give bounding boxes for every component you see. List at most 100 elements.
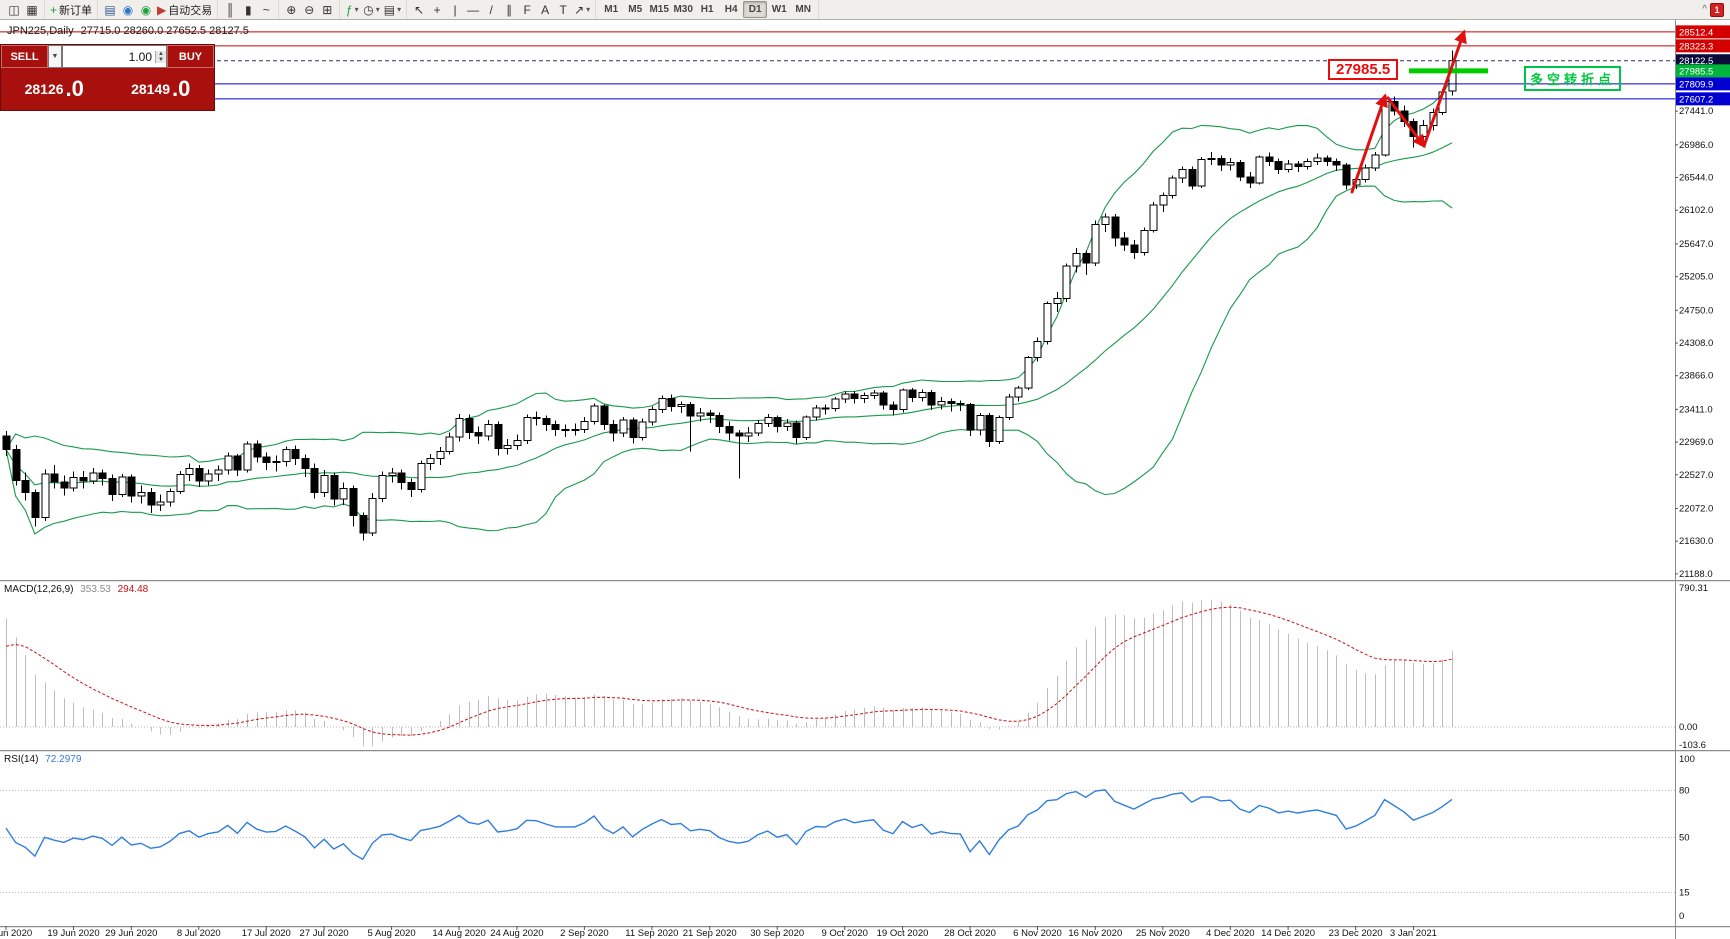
channel-icon[interactable]: ∥	[500, 1, 518, 18]
toolbar-group-order: + 新订单	[45, 0, 99, 19]
timeframe-d1[interactable]: D1	[743, 1, 768, 18]
trendline-icon-glyph: /	[489, 2, 493, 17]
candlestick-icon[interactable]: ▮	[239, 1, 257, 18]
toolbar-group-insert: ƒ ▾ ◷ ▾ ▤ ▾	[340, 0, 408, 19]
turning-point-label[interactable]: 多空转折点	[1524, 66, 1622, 91]
fibonacci-icon-glyph: F	[523, 2, 531, 17]
svg-text:27809.9: 27809.9	[1679, 79, 1713, 90]
price-annotation-box[interactable]: 27985.5	[1328, 59, 1399, 80]
svg-text:28323.3: 28323.3	[1679, 41, 1713, 52]
new-order-button[interactable]: + 新订单	[48, 1, 94, 18]
svg-text:28122.5: 28122.5	[1679, 56, 1713, 67]
arrows-icon-glyph: ↗	[574, 2, 585, 17]
market-watch-icon[interactable]: ▤	[101, 1, 119, 18]
svg-text:23866.0: 23866.0	[1679, 371, 1713, 382]
text-icon[interactable]: A	[536, 1, 554, 18]
buy-price-button[interactable]: 28149 .0	[108, 68, 215, 110]
svg-text:0: 0	[1679, 911, 1684, 922]
periods-icon-glyph: ◷	[363, 2, 374, 17]
timeframe-mn[interactable]: MN	[795, 4, 811, 15]
svg-text:25205.0: 25205.0	[1679, 272, 1713, 283]
timeframe-h1[interactable]: H1	[700, 4, 714, 15]
trendline-icon[interactable]: /	[482, 1, 500, 18]
zoom-out-icon[interactable]: ⊖	[300, 1, 318, 18]
crosshair-icon[interactable]: +	[428, 1, 446, 18]
volume-input[interactable]: 1.00 ▲ ▼	[62, 45, 167, 68]
collapse-toolbar-icon[interactable]: ^	[1702, 4, 1707, 15]
fibonacci-icon[interactable]: F	[518, 1, 536, 18]
new-chart-icon[interactable]: ◫	[5, 1, 23, 18]
svg-text:28512.4: 28512.4	[1679, 27, 1713, 38]
buy-price-pips: .0	[172, 76, 191, 101]
svg-text:27985.5: 27985.5	[1679, 66, 1713, 77]
sell-price-main: 28126	[24, 81, 64, 97]
toolbar-group-zoom: ⊕ ⊖ ⊞	[279, 0, 341, 19]
zoom-out-icon-glyph: ⊖	[304, 2, 315, 17]
chart-profiles-icon[interactable]: ▦	[23, 1, 41, 18]
templates-icon-glyph: ▤	[383, 2, 396, 17]
buy-button[interactable]: BUY	[167, 45, 214, 68]
svg-text:19 Jun 2020: 19 Jun 2020	[47, 928, 99, 939]
notification-badge[interactable]: 1	[1710, 2, 1724, 17]
timeframe-m1[interactable]: M1	[604, 4, 619, 15]
cursor-icon[interactable]: ↖	[410, 1, 428, 18]
svg-text:11 Sep 2020: 11 Sep 2020	[625, 928, 678, 939]
volume-value[interactable]: 1.00	[128, 49, 152, 64]
toolbar-group-drawing-tools: ↖ + | — / ∥ F A T ↗ ▾	[407, 0, 597, 19]
timeframe-h4[interactable]: H4	[724, 4, 738, 15]
volume-steppers[interactable]: ▲ ▼	[155, 50, 166, 63]
trade-panel-price-row: 28126 .0 28149 .0	[1, 68, 214, 110]
zoom-in-icon[interactable]: ⊕	[282, 1, 300, 18]
arrows-icon[interactable]: ↗ ▾	[572, 1, 592, 18]
timeframe-m15[interactable]: M15	[649, 4, 669, 15]
tile-windows-icon-glyph: ⊞	[322, 2, 333, 17]
sell-button[interactable]: SELL	[1, 45, 48, 68]
volume-step-down-icon[interactable]: ▼	[156, 56, 166, 63]
timeframe-m5[interactable]: M5	[628, 4, 643, 15]
timeframe-m30[interactable]: M30	[673, 4, 693, 15]
cursor-icon-glyph: ↖	[414, 2, 425, 17]
svg-text:27607.2: 27607.2	[1679, 94, 1713, 105]
community-icon[interactable]: ◉	[119, 1, 137, 18]
svg-text:24 Aug 2020: 24 Aug 2020	[490, 928, 543, 939]
indicators-icon[interactable]: ƒ ▾	[343, 1, 361, 18]
new-order-glyph: +	[50, 2, 58, 17]
chart-ohlc-values: 27715.0 28260.0 27652.5 28127.5	[80, 25, 249, 37]
svg-text:100: 100	[1679, 754, 1695, 765]
one-click-trading-panel: SELL ▼ 1.00 ▲ ▼ BUY 28126 .0 28149 .0	[0, 44, 215, 111]
label-icon[interactable]: T	[554, 1, 572, 18]
svg-text:26544.0: 26544.0	[1679, 173, 1713, 184]
new-chart-icon-glyph: ◫	[8, 2, 20, 17]
volume-dropdown-icon[interactable]: ▼	[48, 45, 62, 68]
autotrading-glyph: ▶	[157, 2, 167, 17]
candlestick-icon-glyph: ▮	[244, 2, 252, 17]
svg-text:30 Sep 2020: 30 Sep 2020	[750, 928, 804, 939]
horizontal-line-icon[interactable]: —	[464, 1, 482, 18]
dropdown-caret-icon: ▾	[354, 5, 359, 14]
svg-text:5 Aug 2020: 5 Aug 2020	[368, 928, 416, 939]
svg-text:80: 80	[1679, 785, 1690, 796]
periods-icon[interactable]: ◷ ▾	[361, 1, 382, 18]
rsi-indicator-label: RSI(14) 72.2979	[4, 754, 81, 765]
channel-icon-glyph: ∥	[506, 2, 513, 17]
timeframe-w1[interactable]: W1	[771, 4, 787, 15]
support-icon-glyph: ◉	[140, 2, 152, 17]
volume-step-up-icon[interactable]: ▲	[156, 50, 166, 57]
text-icon-glyph: A	[541, 2, 550, 17]
line-chart-icon[interactable]: ~	[257, 1, 275, 18]
market-watch-icon-glyph: ▤	[104, 2, 116, 17]
sell-price-button[interactable]: 28126 .0	[1, 68, 108, 110]
svg-text:2 Sep 2020: 2 Sep 2020	[560, 928, 609, 939]
toolbar-group-chart-types: ║ ▮ ~	[218, 0, 280, 19]
ohlc-bars-icon[interactable]: ║	[221, 1, 239, 18]
autotrading-button[interactable]: ▶ 自动交易	[155, 1, 214, 18]
tile-windows-icon[interactable]: ⊞	[318, 1, 336, 18]
chart-symbol-period: JPN225,Daily	[7, 25, 74, 37]
svg-text:14 Dec 2020: 14 Dec 2020	[1261, 928, 1315, 939]
templates-icon[interactable]: ▤ ▾	[382, 1, 403, 18]
vertical-line-icon[interactable]: |	[446, 1, 464, 18]
svg-text:17 Jul 2020: 17 Jul 2020	[242, 928, 291, 939]
support-icon[interactable]: ◉	[137, 1, 155, 18]
chart-title: JPN225,Daily 27715.0 28260.0 27652.5 2812…	[7, 25, 249, 37]
